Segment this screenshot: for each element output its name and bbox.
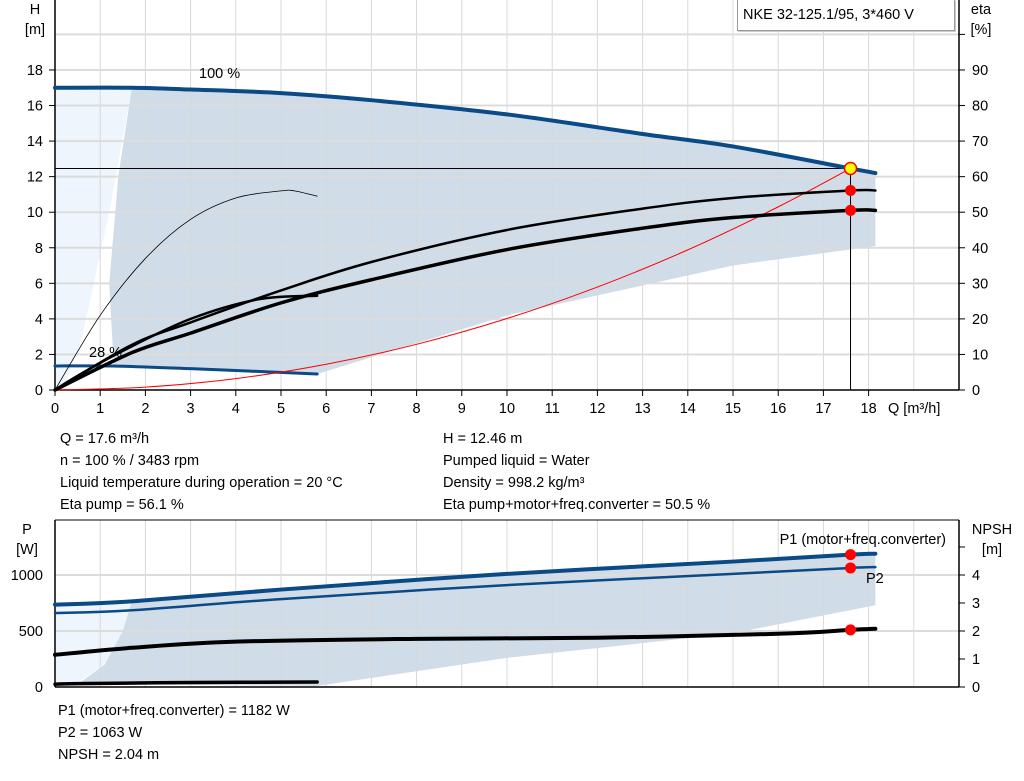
x-tick-label: 2 [141,401,149,417]
y2-tick-label: 90 [972,63,988,79]
y-tick-label: 8 [35,241,43,257]
info-liquid-temp: Liquid temperature during operation = 20… [60,475,343,491]
x-tick-label: 13 [635,401,651,417]
x-tick-label: 6 [322,401,330,417]
x-tick-label: 4 [232,401,240,417]
p-curve-28 [53,680,319,686]
info-density: Density = 998.2 kg/m³ [443,475,585,491]
head-curve-28 [53,364,319,376]
npsh-curve [53,626,878,657]
curve-label-28: 28 % [89,345,122,361]
eta-total-curve-100 [53,208,878,392]
y-tick-label: 2 [35,347,43,363]
p-axis-label: [W] [16,542,38,558]
npsh-tick-label: 0 [972,680,980,696]
x-tick-label: 11 [545,401,560,417]
p-tick-label: 500 [19,624,43,640]
info-bottom: P1 (motor+freq.converter) = 1182 W P2 = … [58,700,290,766]
p1-curve [53,551,878,607]
system-curve [54,167,852,391]
y2-tick-label: 80 [972,99,988,115]
x-tick-label: 12 [589,401,605,417]
x-tick-label: 15 [725,401,741,417]
y-axis-label: [m] [25,22,45,38]
info-eta-total: Eta pump+motor+freq.converter = 50.5 % [443,497,711,513]
info-npsh: NPSH = 2.04 m [58,747,160,763]
eta-pump-curve-28 [54,189,318,391]
y-tick-label: 16 [27,99,43,115]
eta-pump-curve-100 [53,188,877,392]
x-tick-label: 18 [861,401,877,417]
p1-point [845,549,857,561]
x-tick-label: 3 [187,401,195,417]
x-tick-label: 10 [499,401,515,417]
info-speed: n = 100 % / 3483 rpm [60,453,200,469]
y2-tick-label: 0 [972,383,980,399]
y-tick-label: 18 [27,63,43,79]
y-tick-label: 4 [35,312,43,328]
operating-range [109,87,876,374]
npsh-tick-label: 2 [972,624,980,640]
p1-legend-label: P1 (motor+freq.converter) [780,532,946,548]
npsh-tick-label: 4 [972,568,980,584]
y2-axis-label: [%] [971,22,992,38]
curve-label-100: 100 % [199,66,240,82]
npsh-point [845,624,857,636]
info-p2: P2 = 1063 W [58,725,143,741]
info-pumped-liquid: Pumped liquid = Water [443,453,590,469]
operating-range-light [55,87,132,391]
chart-title: NKE 32-125.1/95, 3*460 V [737,0,955,31]
info-head: H = 12.46 m [443,431,523,447]
eta-total-point [845,204,857,216]
p2-curve [53,565,877,615]
x-tick-label: 7 [367,401,375,417]
p-tick-label: 0 [35,680,43,696]
npsh-tick-label: 3 [972,596,980,612]
head-curve-100 [53,85,878,176]
x-tick-label: 17 [815,401,831,417]
y-tick-label: 12 [27,170,43,186]
y-tick-label: 0 [35,383,43,399]
x-tick-label: 14 [680,401,696,417]
y2-tick-label: 20 [972,312,988,328]
info-flow: Q = 17.6 m³/h [60,431,150,447]
x-axis-label: Q [m³/h] [888,401,940,417]
y-tick-label: 6 [35,276,43,292]
eta-total-curve-28 [53,294,319,392]
power-range [77,553,876,686]
power-range-light [55,601,132,684]
y2-tick-label: 60 [972,170,988,186]
x-tick-label: 9 [458,401,466,417]
duty-point [843,161,858,176]
npsh-axis-label: NPSH [972,522,1012,538]
y-axis-label: H [30,2,40,18]
x-tick-label: 8 [413,401,421,417]
x-tick-label: 5 [277,401,285,417]
y-tick-label: 10 [27,205,43,221]
npsh-axis-label: [m] [982,542,1002,558]
y2-tick-label: 10 [972,347,988,363]
info-top-right: H = 12.46 m Pumped liquid = Water Densit… [443,428,710,516]
p-tick-label: 1000 [11,568,43,584]
y2-tick-label: 70 [972,134,988,150]
y2-tick-label: 40 [972,241,988,257]
y2-tick-label: 50 [972,205,988,221]
p2-point [845,562,857,574]
y-tick-label: 14 [27,134,43,150]
x-tick-label: 0 [51,401,59,417]
p-axis-label: P [22,522,32,538]
eta-pump-point [845,185,857,197]
info-eta-pump: Eta pump = 56.1 % [60,497,184,513]
info-p1: P1 (motor+freq.converter) = 1182 W [58,703,290,719]
y2-axis-label: eta [971,2,992,18]
p2-legend-label: P2 [866,571,884,587]
x-tick-label: 1 [96,401,104,417]
npsh-tick-label: 1 [972,652,980,668]
info-top-left: Q = 17.6 m³/h n = 100 % / 3483 rpm Liqui… [60,428,343,516]
x-tick-label: 16 [770,401,786,417]
y2-tick-label: 30 [972,276,988,292]
